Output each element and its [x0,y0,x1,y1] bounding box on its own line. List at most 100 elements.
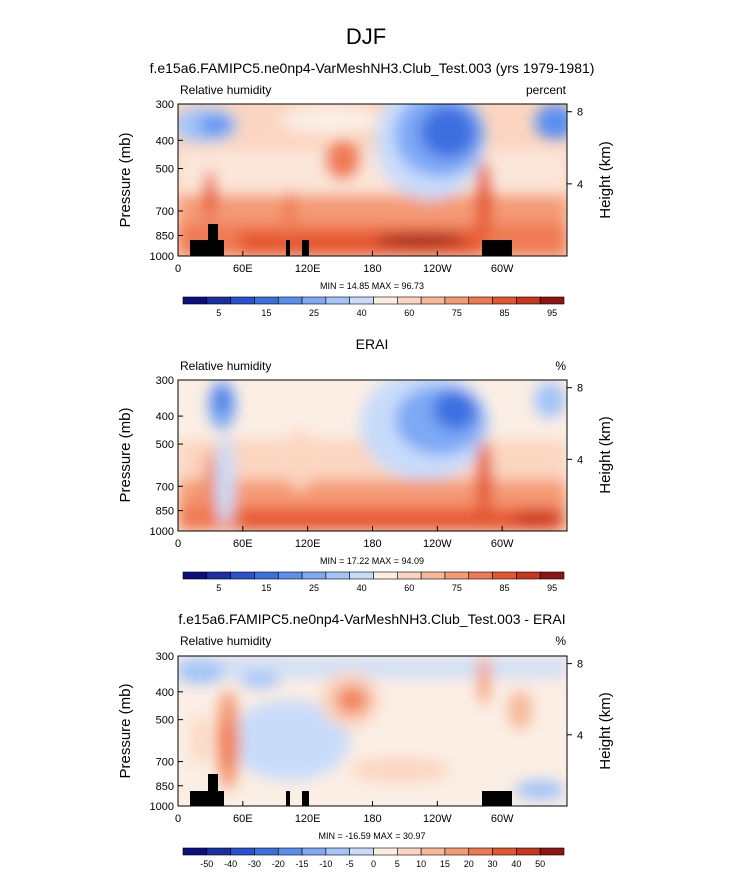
colorbar-swatch [325,847,350,856]
x-tick-label: 120E [295,263,321,275]
colorbar-swatch [420,296,446,305]
panel-title: f.e15a6.FAMIPC5.ne0np4-VarMeshNH3.Club_T… [150,60,595,76]
colorbar-label: 10 [416,859,426,869]
height-tick-label: 8 [577,659,583,671]
colorbar-swatch [468,847,493,856]
x-tick-label: 60E [233,263,253,275]
colorbar-label: 95 [547,308,557,318]
y-tick-label: 850 [156,506,174,518]
x-tick-label: 60E [233,813,253,825]
colorbar-swatch [349,571,374,580]
colorbar-label: 75 [452,583,462,593]
colorbar-label: -50 [200,859,213,869]
x-tick-label: 120E [295,538,321,550]
y-tick-label: 850 [156,230,174,242]
x-tick-label: 120E [295,813,321,825]
colorbar-label: 5 [216,583,221,593]
colorbar-swatch [325,571,350,580]
variable-label: Relative humidity [180,83,271,97]
height-tick-label: 8 [577,383,583,395]
colorbar-swatch [230,296,255,305]
y-axis-label-right: Height (km) [597,141,614,219]
y-tick-label: 700 [156,206,174,218]
y-axis-label-right: Height (km) [597,416,614,494]
colorbar-swatch [468,571,493,580]
y-axis-label: Pressure (mb) [117,683,134,778]
colorbar-label: 25 [309,583,319,593]
colorbar-label: -10 [319,859,332,869]
stats-label: MIN = -16.59 MAX = 30.97 [318,831,425,841]
topography [190,774,512,806]
colorbar-swatch [444,571,470,580]
y-axis-label-right: Height (km) [597,692,614,770]
y-tick-label: 850 [156,781,174,793]
panel-title: ERAI [356,336,389,352]
y-tick-label: 300 [156,375,174,387]
colorbar-swatch [277,296,303,305]
colorbar-swatch [492,571,517,580]
x-tick-label: 60W [491,538,514,550]
colorbar-swatch [373,296,398,305]
y-tick-label: 400 [156,687,174,699]
y-tick-label: 400 [156,411,174,423]
panel-model: f.e15a6.FAMIPC5.ne0np4-VarMeshNH3.Club_T… [117,60,614,318]
figure-title: DJF [346,24,386,49]
colorbar-swatch [182,847,208,856]
colorbar-label: 95 [547,583,557,593]
height-tick-label: 4 [577,730,583,742]
colorbar-label: 20 [464,859,474,869]
colorbar-swatch [254,847,279,856]
x-tick-label: 120W [423,538,452,550]
colorbar-label: 5 [395,859,400,869]
variable-label: Relative humidity [180,359,271,373]
colorbar-label: 40 [511,859,521,869]
stats-label: MIN = 14.85 MAX = 96.73 [320,281,424,291]
x-tick-label: 60E [233,538,253,550]
colorbar-swatch [182,296,208,305]
colorbar-label: 15 [440,859,450,869]
units-label: percent [526,83,567,97]
units-label: % [555,634,566,648]
panel-obs: ERAI Relative humidity % [117,336,614,593]
x-tick-label: 0 [175,813,181,825]
x-tick-label: 180 [363,263,381,275]
colorbar-swatch [254,296,279,305]
colorbar-swatch [397,847,422,856]
x-tick-label: 120W [423,263,452,275]
colorbar-swatch [420,571,446,580]
colorbar-label: 15 [261,583,271,593]
y-tick-label: 400 [156,135,174,147]
colorbar-swatch [539,296,565,305]
colorbar-label: -15 [296,859,309,869]
x-tick-label: 60W [491,263,514,275]
colorbar-swatch [254,571,279,580]
x-tick-label: 0 [175,263,181,275]
colorbar-label: 85 [499,308,509,318]
y-tick-label: 700 [156,757,174,769]
colorbar-label: 50 [535,859,545,869]
panel-diff: f.e15a6.FAMIPC5.ne0np4-VarMeshNH3.Club_T… [117,611,614,869]
y-axis-label: Pressure (mb) [117,132,134,227]
panel-title: f.e15a6.FAMIPC5.ne0np4-VarMeshNH3.Club_T… [178,611,565,627]
colorbar-swatch [301,571,327,580]
colorbar-label: 40 [357,308,367,318]
colorbar-label: -40 [224,859,237,869]
colorbar-label: 85 [499,583,509,593]
colorbar-swatch [206,296,231,305]
colorbar-swatch [301,296,327,305]
colorbar-label: 75 [452,308,462,318]
colorbar-swatch [206,847,231,856]
colorbar-label: 60 [404,583,414,593]
colorbar-label: 15 [261,308,271,318]
stats-label: MIN = 17.22 MAX = 94.09 [320,556,424,566]
contour-field [178,104,567,256]
colorbar-swatch [301,847,327,856]
x-tick-label: 180 [363,538,381,550]
colorbar-label: 25 [309,308,319,318]
height-tick-label: 4 [577,179,583,191]
colorbar-swatch [277,571,303,580]
colorbar-label: -5 [346,859,354,869]
colorbar-swatch [182,571,208,580]
colorbar-label: 5 [216,308,221,318]
